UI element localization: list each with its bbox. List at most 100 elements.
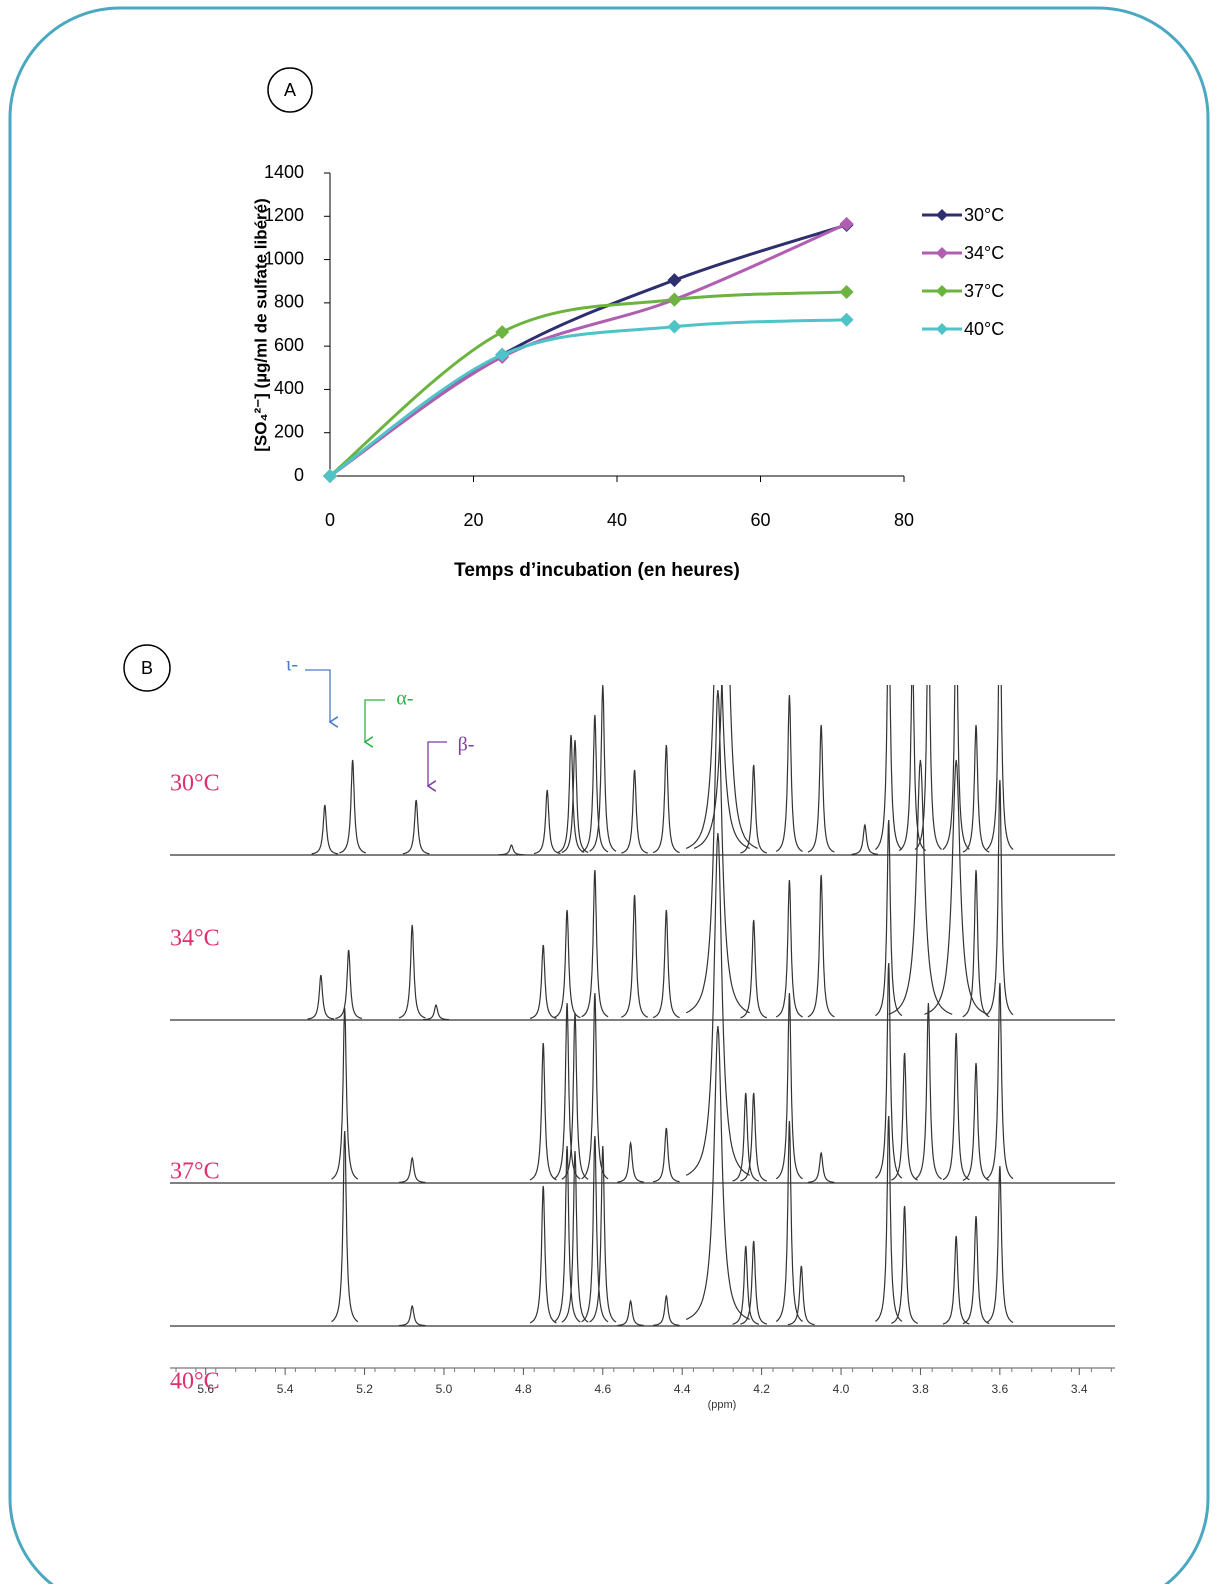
- x-axis-title: (ppm): [708, 1399, 737, 1411]
- peak: [685, 832, 750, 1176]
- y-tick-label: 1000: [264, 248, 304, 268]
- peak: [581, 714, 609, 853]
- legend-label: 37°C: [964, 281, 1004, 301]
- x-tick-label: 3.6: [992, 1382, 1009, 1396]
- peak: [307, 974, 335, 1020]
- peak: [875, 819, 903, 1017]
- peak: [891, 1205, 919, 1324]
- peak: [553, 909, 581, 1019]
- peak: [962, 869, 990, 1018]
- peak: [335, 949, 363, 1020]
- peak: [422, 1004, 450, 1021]
- annotation: α-: [396, 688, 413, 710]
- peak: [924, 759, 989, 1015]
- marker: [839, 216, 854, 231]
- series-line: [329, 290, 847, 478]
- y-tick-label: 800: [274, 292, 304, 312]
- plot-a: 0 200 400 600 800 1000 1200 1400 0 20 40 60 80 30°C 34…: [264, 162, 1004, 530]
- peak: [732, 1245, 759, 1325]
- peak: [740, 1240, 768, 1325]
- marker: [323, 469, 337, 483]
- panel-badge: [267, 67, 313, 113]
- y-tick-label: 1200: [264, 205, 304, 225]
- marker: [667, 319, 682, 334]
- peak: [740, 919, 768, 1019]
- series-label: 34°C: [170, 926, 220, 952]
- peak: [807, 874, 835, 1018]
- peak: [875, 962, 903, 1179]
- peak: [621, 769, 648, 854]
- peak: [331, 1130, 359, 1323]
- peak: [986, 685, 1014, 850]
- x-tick-label: 5.0: [436, 1382, 453, 1396]
- peak: [533, 789, 561, 855]
- peak: [962, 1215, 990, 1325]
- peak: [561, 1150, 589, 1323]
- x-tick-label: 3.4: [1071, 1382, 1088, 1396]
- x-tick-label: 0: [325, 510, 335, 530]
- peak: [685, 685, 750, 849]
- x-tick-label: 40: [607, 510, 627, 530]
- peak: [557, 734, 585, 853]
- legend-marker: [936, 285, 948, 297]
- arrow: [426, 741, 447, 792]
- peak: [888, 759, 953, 1015]
- annotation: ι-: [286, 654, 298, 676]
- peak: [942, 685, 970, 850]
- arrow: [363, 699, 385, 748]
- marker: [667, 273, 682, 288]
- panel-label: A: [284, 80, 296, 100]
- peak: [530, 944, 557, 1019]
- peak: [807, 1151, 835, 1183]
- peak: [617, 1140, 644, 1183]
- peak: [589, 685, 617, 852]
- peak: [875, 1115, 903, 1322]
- peak: [398, 1304, 426, 1327]
- peak: [986, 1165, 1014, 1323]
- y-tick-label: 400: [274, 378, 304, 398]
- x-tick-label: 4.4: [674, 1382, 691, 1396]
- x-tick-label: 4.6: [594, 1382, 611, 1396]
- peak: [652, 1127, 680, 1183]
- legend-label: 30°C: [964, 205, 1004, 225]
- marker: [495, 325, 510, 340]
- peak: [986, 982, 1014, 1180]
- peak: [942, 1235, 970, 1325]
- x-tick-label: 3.8: [912, 1382, 929, 1396]
- peak: [529, 1042, 557, 1181]
- legend-label: 34°C: [964, 243, 1004, 263]
- peak: [398, 924, 426, 1019]
- arrows: [305, 669, 447, 792]
- series-label: 30°C: [170, 771, 220, 797]
- series-line: [329, 318, 847, 478]
- legend-label: 40°C: [964, 319, 1004, 339]
- peak: [775, 694, 803, 852]
- peak: [942, 1032, 970, 1181]
- plot-b: 5.6 5.4 5.2 5.0 4.8 4.6 4.4 4.2 4.0 3.8 3.6 3.4 (ppm…: [170, 654, 1115, 1411]
- y-tick-label: 600: [274, 335, 304, 355]
- series-line: [329, 223, 848, 478]
- x-tick-label: 5.4: [277, 1382, 294, 1396]
- peak: [402, 799, 430, 855]
- legend-marker: [936, 209, 948, 221]
- y-tick-label: 200: [274, 421, 304, 441]
- peak: [653, 1294, 680, 1326]
- x-axis-title: Temps d’incubation (en heures): [454, 560, 740, 581]
- peak: [962, 1062, 990, 1181]
- panel-badge: [123, 644, 171, 692]
- peak: [399, 1156, 426, 1183]
- marker: [839, 312, 854, 327]
- peak: [740, 764, 768, 854]
- marker: [839, 285, 854, 300]
- spectra: [170, 685, 1115, 1327]
- y-tick-label: 1400: [264, 162, 304, 182]
- peak: [339, 759, 367, 854]
- peak: [914, 685, 943, 850]
- peak: [498, 844, 525, 856]
- x-tick-label: 60: [750, 510, 770, 530]
- peak: [652, 909, 680, 1019]
- marker: [667, 292, 682, 307]
- series-label: 40°C: [170, 1369, 220, 1395]
